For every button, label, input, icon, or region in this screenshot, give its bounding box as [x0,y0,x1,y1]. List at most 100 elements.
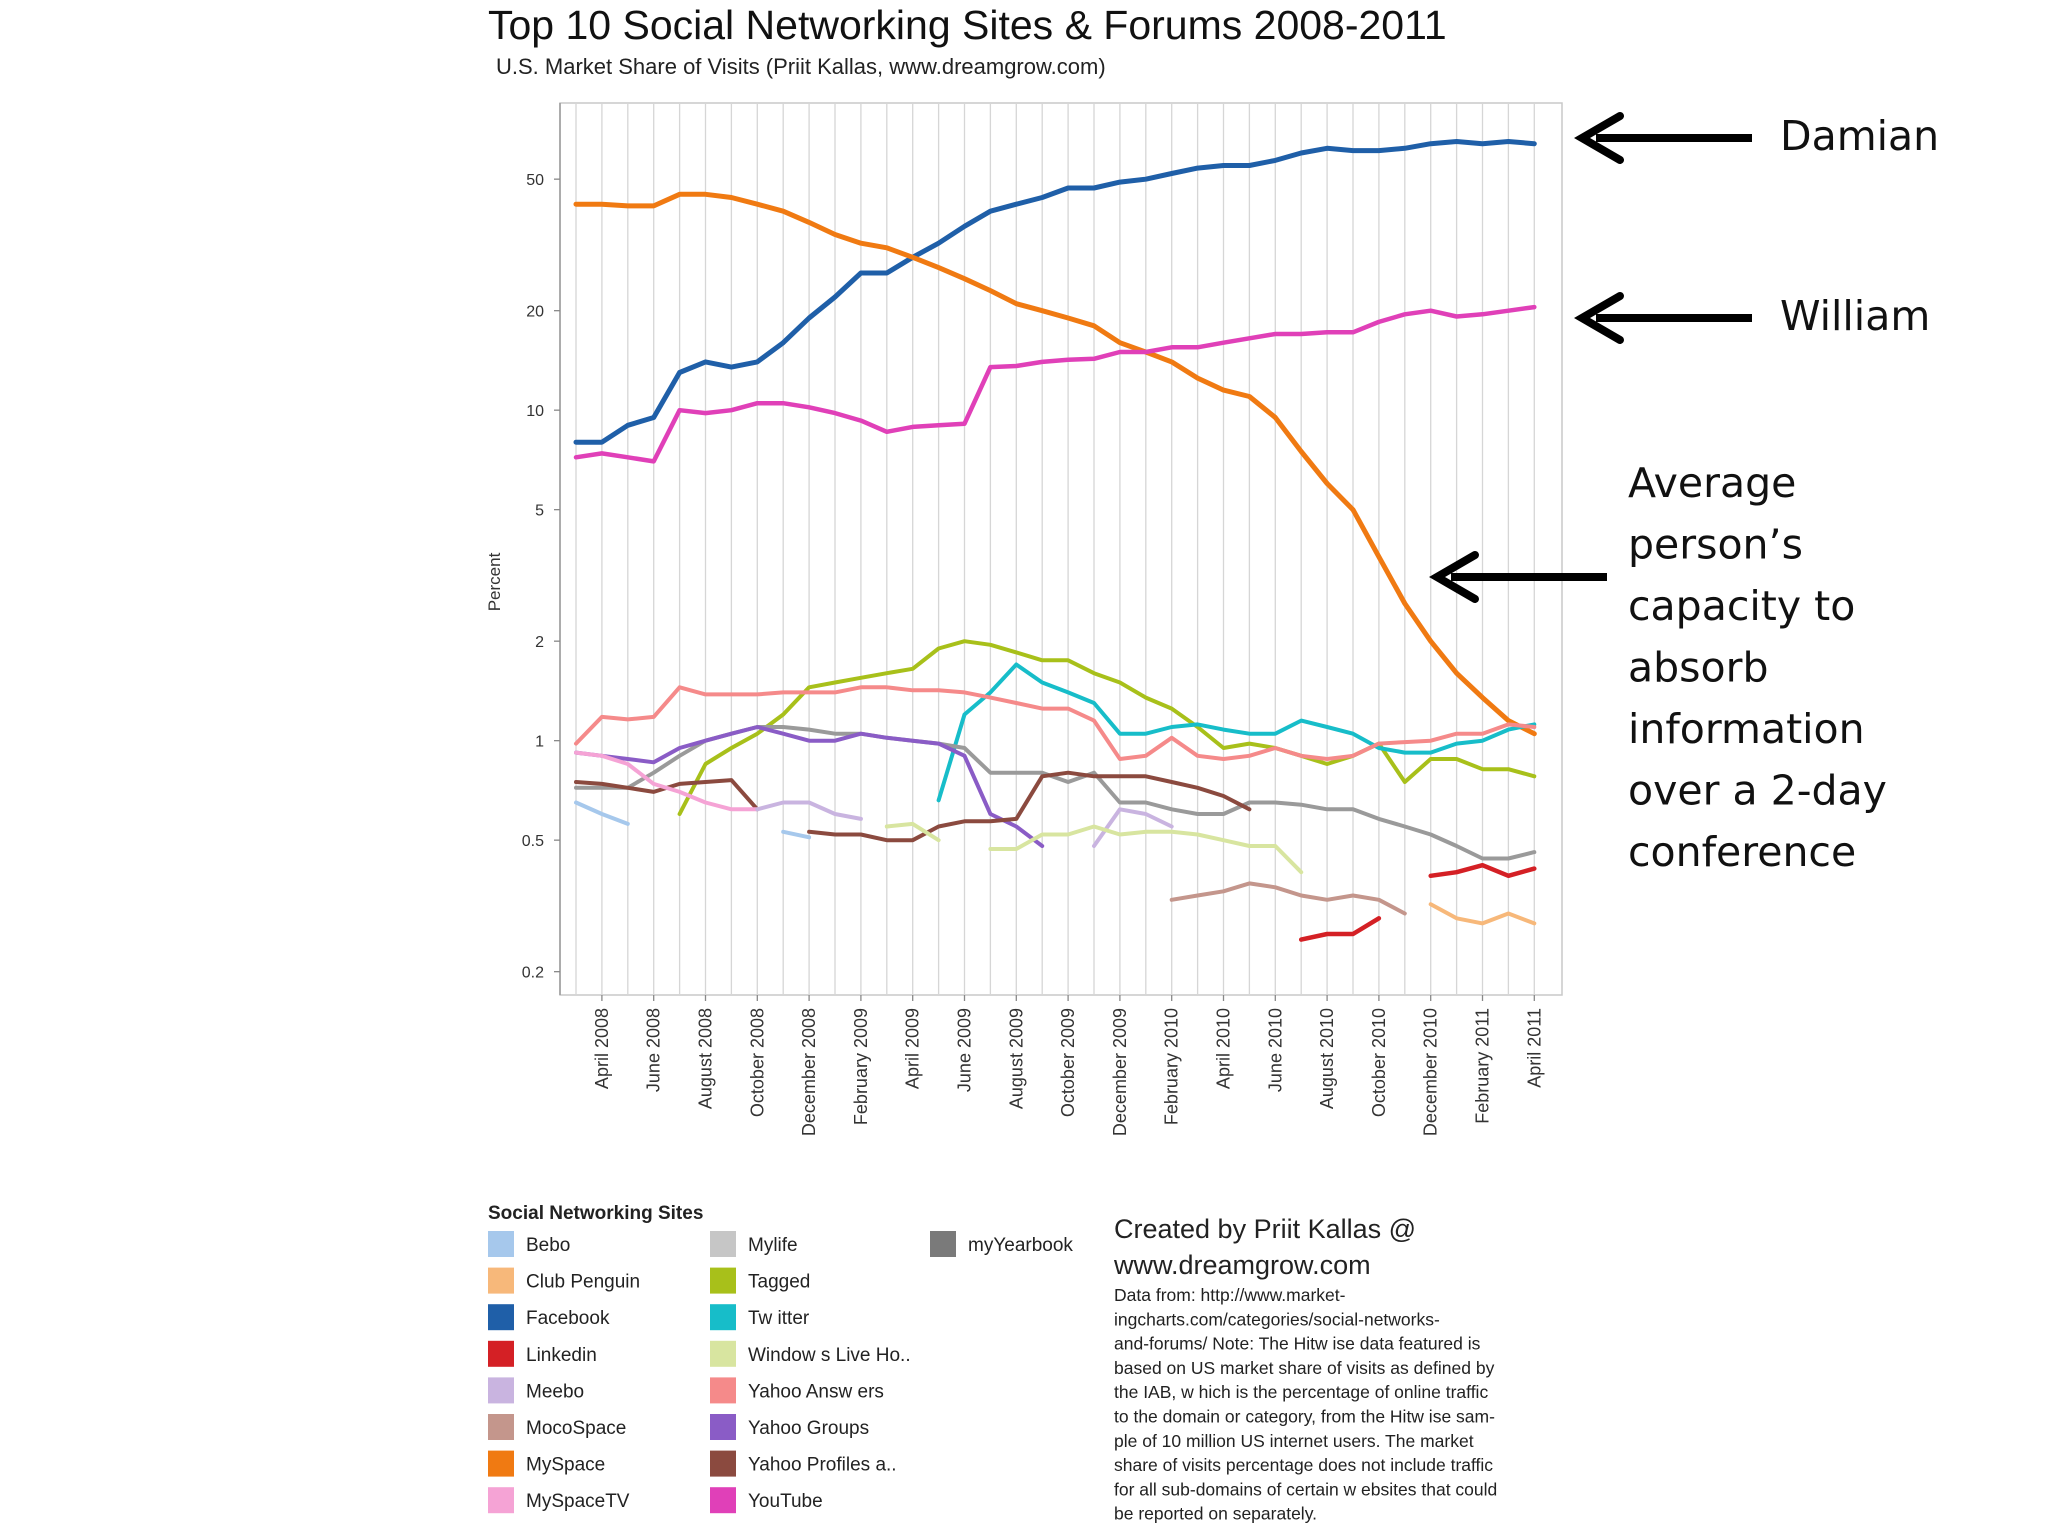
series-meebo [755,800,1174,848]
series-tagged [677,639,1537,816]
legend-swatch [488,1487,514,1514]
legend-item-tw-itter: Tw itter [710,1304,810,1331]
legend-label: Bebo [526,1235,570,1256]
legend-item-yahoo-groups: Yahoo Groups [710,1414,869,1440]
legend-swatch [488,1340,514,1367]
credit-note-line: based on US market share of visits as de… [1114,1358,1495,1378]
legend-item-yahoo-profiles-a: Yahoo Profiles a.. [710,1450,897,1477]
x-tick-label: April 2011 [1524,1008,1544,1088]
x-tick-label: August 2008 [696,1008,716,1109]
credit-line-1: Created by Priit Kallas @ [1114,1214,1416,1244]
legend-swatch [710,1304,736,1331]
y-tick-label: 50 [526,172,544,189]
credit-note-line: share of visits percentage does not incl… [1114,1455,1493,1475]
legend-swatch [488,1414,514,1440]
x-tick-label: October 2008 [747,1008,767,1117]
x-axis-ticks: April 2008 June 2008 August 2008 October 20… [592,995,1544,1136]
annotation-text-line: capacity to [1628,582,1855,630]
series-line-yahoo-answers [574,685,1537,761]
legend-label: Tagged [748,1272,810,1293]
legend-swatch [488,1450,514,1477]
series-line-linkedin [1428,862,1537,879]
series-bebo [574,800,812,840]
x-tick-label: August 2009 [1006,1008,1026,1109]
legend-label: Yahoo Profiles a.. [748,1455,897,1476]
series-lines [573,139,1537,942]
annotation-arrow-head-icon [1574,292,1624,344]
series-line-bebo [574,800,630,826]
annotation-damian: Damian [1574,112,1939,164]
x-tick-label: December 2009 [1110,1008,1130,1136]
legend-swatch [710,1377,736,1404]
legend-swatch [488,1304,514,1331]
legend-label: YouTube [748,1491,823,1512]
credit-note-line: the IAB, w hich is the percentage of onl… [1114,1382,1488,1402]
legend-swatch [710,1450,736,1477]
legend-item-myyearbook: myYearbook [930,1231,1073,1257]
legend-item-meebo: Meebo [488,1377,584,1404]
legend-label: Linkedin [526,1345,597,1366]
x-tick-label: June 2008 [644,1008,664,1092]
credit-note-line: be reported on separately. [1114,1504,1317,1524]
series-line-windows-live-ho [988,824,1304,875]
annotation-text-line: information [1628,705,1865,753]
y-axis-ticks: 50 20 10 5 2 1 0.5 0.2 [522,172,560,982]
x-tick-label: February 2009 [851,1008,871,1125]
legend-swatch [488,1377,514,1404]
legend-swatch [710,1231,736,1257]
series-facebook [573,139,1537,445]
legend-item-linkedin: Linkedin [488,1340,597,1367]
annotation-text-line: conference [1628,828,1856,876]
legend-swatch [710,1267,736,1294]
legend-item-club-penguin: Club Penguin [488,1267,640,1294]
legend-swatch [930,1231,956,1257]
x-tick-label: April 2008 [592,1008,612,1089]
series-line-yahoo-groups [574,725,1045,848]
series-twitter [936,662,1537,803]
legend-label: Yahoo Answ ers [748,1381,884,1402]
credit-line-2: www.dreamgrow.com [1113,1250,1371,1280]
series-yahoo-groups [574,725,1045,848]
legend-swatch [488,1267,514,1294]
legend-swatch [710,1487,736,1514]
x-tick-label: February 2010 [1162,1008,1182,1125]
legend-label: Facebook [526,1308,610,1329]
credit-note-line: to the domain or category, from the Hitw… [1114,1407,1495,1427]
series-line-youtube [573,304,1537,464]
series-myspace [573,191,1537,737]
chart-subtitle: U.S. Market Share of Visits (Priit Kalla… [496,54,1106,79]
x-tick-label: February 2011 [1473,1008,1493,1124]
series-line-linkedin [1298,916,1382,942]
credit-note-line: Data from: http://www.market- [1114,1285,1346,1305]
annotation-average: Average person’s capacity to absorb informat… [1429,459,1887,876]
series-line-bebo [781,829,812,840]
annotation-text-line: Damian [1780,112,1939,160]
legend-label: Window s Live Ho.. [748,1345,911,1366]
legend-item-mylife: Mylife [710,1231,798,1257]
x-tick-label: June 2009 [955,1008,975,1092]
legend-item-mocospace: MocoSpace [488,1414,626,1440]
x-tick-label: June 2010 [1265,1008,1285,1092]
legend-item-window-s-live-ho: Window s Live Ho.. [710,1340,911,1367]
series-line-meebo [1092,807,1174,848]
series-line-yahoo-profiles-a [807,770,1252,843]
legend-title: Social Networking Sites [488,1203,703,1224]
credit-note-line: and-forums/ Note: The Hitw ise data feat… [1114,1334,1481,1354]
legend-label: Club Penguin [526,1272,640,1293]
credit-block: Created by Priit Kallas @ www.dreamgrow.… [1113,1214,1497,1524]
y-tick-label: 0.5 [522,833,544,850]
x-tick-label: October 2009 [1058,1008,1078,1117]
annotation-text-line: person’s [1628,521,1803,569]
legend-item-myspace: MySpace [488,1450,605,1477]
annotation-text-line: Average [1628,459,1796,507]
legend-item-myspacetv: MySpaceTV [488,1487,630,1514]
x-tick-label: April 2009 [903,1008,923,1089]
x-tick-label: April 2010 [1214,1008,1234,1089]
annotations: Damian William Average person’s capacity to a… [1429,112,1939,876]
series-line-facebook [573,139,1537,445]
series-line-mocospace [1169,881,1407,916]
series-line-windows-live-ho [884,821,941,843]
credit-note-line: ple of 10 million US internet users. The… [1114,1431,1474,1451]
y-tick-label: 20 [526,304,544,321]
